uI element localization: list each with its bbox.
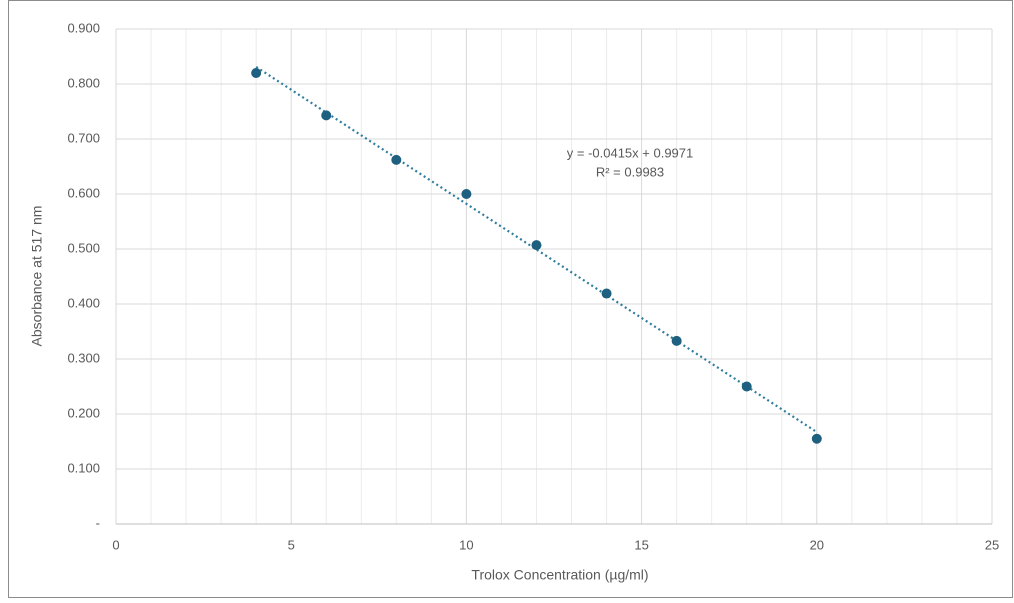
chart-frame <box>9 1 1013 598</box>
trendline-equation: y = -0.0415x + 0.9971 <box>567 145 693 160</box>
y-tick-label: 0.600 <box>67 185 100 200</box>
y-tick-label: 0.100 <box>67 460 100 475</box>
data-point <box>812 434 822 444</box>
x-tick-label: 10 <box>459 537 473 552</box>
data-point <box>531 240 541 250</box>
x-tick-label: 25 <box>985 537 999 552</box>
data-point <box>461 189 471 199</box>
x-tick-label: 5 <box>288 537 295 552</box>
y-tick-label: 0.700 <box>67 130 100 145</box>
x-tick-label: 20 <box>810 537 824 552</box>
data-point <box>602 289 612 299</box>
data-point <box>321 110 331 120</box>
data-point <box>742 382 752 392</box>
y-tick-label: 0.500 <box>67 240 100 255</box>
x-tick-label: 0 <box>112 537 119 552</box>
y-tick-label: 0.800 <box>67 75 100 90</box>
trendline-r2: R² = 0.9983 <box>596 164 664 179</box>
x-axis-title: Trolox Concentration (µg/ml) <box>471 567 648 583</box>
x-tick-label: 15 <box>634 537 648 552</box>
data-point <box>672 336 682 346</box>
y-tick-label: - <box>96 515 100 530</box>
y-tick-label: 0.300 <box>67 350 100 365</box>
data-point <box>251 68 261 78</box>
y-tick-label: 0.200 <box>67 405 100 420</box>
y-tick-label: 0.400 <box>67 295 100 310</box>
chart: Trolox Concentration (µg/ml) Absorbance … <box>0 0 1014 598</box>
data-point <box>391 155 401 165</box>
y-axis-title: Absorbance at 517 nm <box>29 206 45 347</box>
y-tick-label: 0.900 <box>67 20 100 35</box>
